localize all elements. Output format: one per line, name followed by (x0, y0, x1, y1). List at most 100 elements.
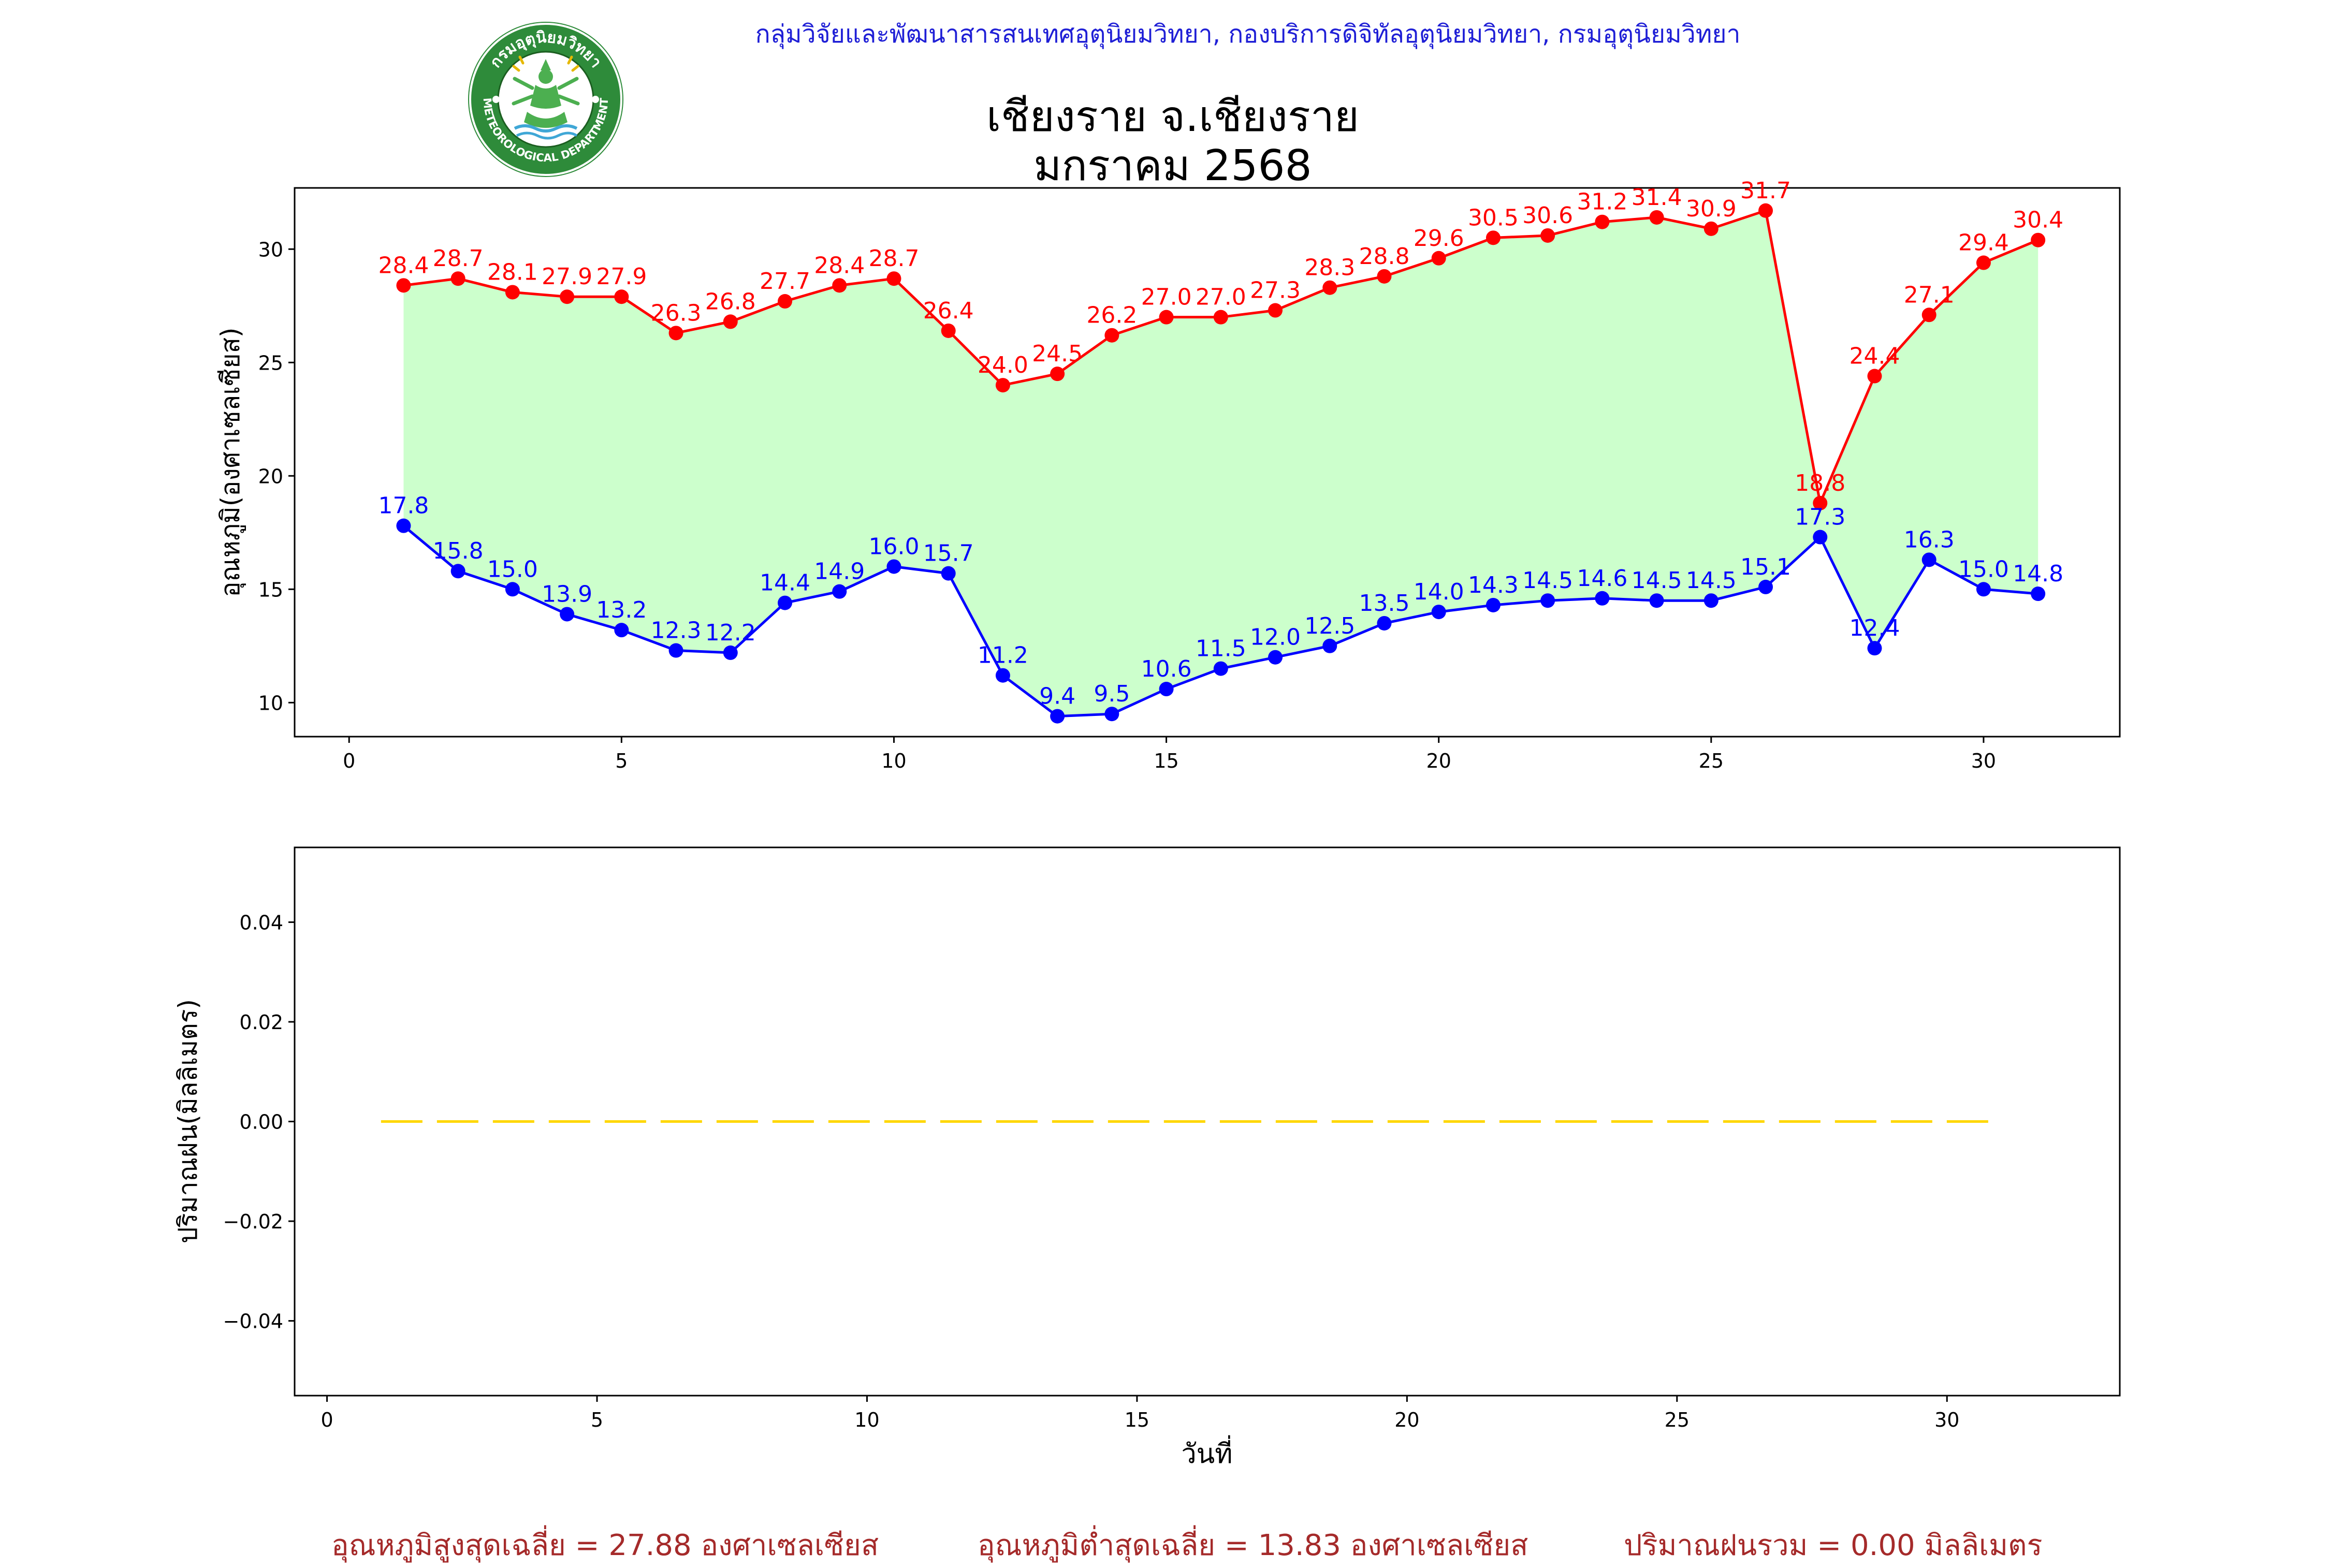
max-temperature-point (614, 289, 629, 304)
y-tick-label: 10 (258, 692, 283, 714)
min-temperature-label: 16.0 (868, 533, 919, 560)
min-temperature-label: 10.6 (1141, 656, 1192, 682)
min-temperature-point (941, 566, 956, 581)
min-temperature-point (614, 623, 629, 638)
min-temperature-label: 9.4 (1039, 683, 1075, 710)
temperature-fill-area (403, 210, 2038, 716)
min-temperature-label: 16.3 (1904, 526, 1955, 553)
min-temperature-label: 11.2 (978, 642, 1028, 669)
max-temperature-point (1268, 303, 1283, 318)
y-tick-label: 0.02 (239, 1011, 283, 1034)
max-temperature-point (1431, 251, 1446, 266)
max-temperature-point (1050, 367, 1065, 382)
min-temperature-label: 12.0 (1250, 624, 1301, 651)
y-tick-label: 0.04 (239, 911, 283, 934)
min-temperature-point (396, 518, 411, 533)
min-temperature-point (995, 668, 1010, 683)
min-temperature-point (505, 582, 520, 597)
min-temperature-point (1976, 582, 1991, 597)
min-temperature-point (1486, 597, 1501, 612)
max-temperature-point (778, 294, 793, 309)
temperature-points (396, 203, 2046, 724)
min-temperature-label: 12.5 (1304, 613, 1355, 639)
max-temperature-label: 29.4 (1958, 230, 2009, 256)
summary-avg-max: อุณหภูมิสูงสุดเฉลี่ย = 27.88 องศาเซลเซีย… (331, 1529, 879, 1562)
x-tick-label: 15 (1125, 1409, 1149, 1431)
min-temperature-label: 14.5 (1522, 567, 1573, 594)
max-temperature-label: 29.6 (1414, 225, 1464, 252)
max-temperature-label: 28.7 (868, 245, 919, 272)
max-temperature-point (396, 278, 411, 293)
min-temperature-label: 14.8 (2013, 561, 2063, 587)
x-tick-label: 0 (321, 1409, 333, 1431)
min-temperature-point (1159, 682, 1174, 697)
min-temperature-point (560, 607, 575, 622)
min-temperature-point (1595, 591, 1610, 606)
max-temperature-label: 31.7 (1740, 178, 1791, 204)
rainfall-y-axis: 0.04 0.02 0.00 −0.02 −0.04 (223, 911, 295, 1333)
y-tick-label: 20 (258, 465, 283, 488)
x-tick-label: 15 (1154, 750, 1178, 772)
max-temperature-point (1540, 228, 1555, 243)
rainfall-x-axis-label: วันที่ (1181, 1435, 1232, 1470)
x-tick-label: 30 (1971, 750, 1996, 772)
min-temperature-point (1268, 650, 1283, 665)
min-temperature-label: 13.2 (596, 597, 647, 623)
max-temperature-point (668, 326, 683, 341)
max-temperature-label: 30.9 (1686, 196, 1737, 222)
max-temperature-point (832, 278, 847, 293)
min-temperature-label: 14.6 (1577, 565, 1627, 592)
min-temperature-point (1813, 530, 1828, 545)
min-temperature-point (1104, 707, 1119, 722)
max-temperature-label: 27.9 (542, 263, 592, 290)
min-temperature-point (1540, 593, 1555, 608)
max-temperature-point (995, 378, 1010, 393)
min-temperature-point (668, 643, 683, 658)
min-temperature-label: 15.0 (1958, 556, 2009, 582)
x-tick-label: 5 (615, 750, 628, 772)
summary-avg-min: อุณหภูมิต่ำสุดเฉลี่ย = 13.83 องศาเซลเซีย… (978, 1529, 1528, 1562)
min-temperature-label: 14.5 (1632, 567, 1682, 594)
chart-title-station: เชียงราย จ.เชียงราย (986, 92, 1359, 141)
x-tick-label: 30 (1934, 1409, 1959, 1431)
min-temperature-point (778, 595, 793, 610)
x-tick-label: 0 (343, 750, 355, 772)
min-temperature-point (1213, 661, 1228, 676)
max-temperature-label: 27.7 (760, 268, 810, 295)
max-temperature-label: 28.1 (487, 259, 538, 285)
temperature-y-axis-label: อุณหภูมิ(องศาเซลเซียส) (215, 327, 246, 597)
y-tick-label: −0.04 (223, 1310, 283, 1333)
max-temperature-point (1921, 307, 1936, 323)
max-temperature-point (1486, 230, 1501, 245)
max-temperature-point (941, 323, 956, 338)
x-tick-label: 10 (854, 1409, 879, 1431)
max-temperature-label: 27.9 (596, 263, 647, 290)
min-temperature-label: 9.5 (1094, 681, 1130, 707)
x-tick-label: 25 (1699, 750, 1724, 772)
rainfall-x-axis: 0 5 10 15 20 25 30 (321, 1396, 1959, 1431)
max-temperature-point (1703, 221, 1719, 236)
max-temperature-label: 28.7 (433, 245, 484, 272)
max-temperature-label: 26.8 (705, 288, 756, 315)
min-temperature-label: 12.2 (705, 620, 756, 646)
min-temperature-point (1322, 638, 1337, 653)
y-tick-label: 15 (258, 578, 283, 601)
x-tick-label: 20 (1426, 750, 1451, 772)
min-temperature-label: 14.9 (814, 559, 865, 585)
min-temperature-point (1649, 593, 1664, 608)
agency-name: กลุ่มวิจัยและพัฒนาสารสนเทศอุตุนิยมวิทยา,… (755, 20, 1741, 49)
max-temperature-label: 26.3 (651, 300, 702, 326)
max-temperature-label: 28.8 (1359, 243, 1409, 270)
max-temperature-label: 31.4 (1632, 184, 1682, 211)
max-temperature-point (505, 285, 520, 300)
y-tick-label: 25 (258, 351, 283, 374)
min-temperature-label: 12.4 (1850, 615, 1900, 641)
y-tick-label: −0.02 (223, 1210, 283, 1233)
max-temperature-point (1867, 369, 1882, 384)
min-temperature-point (450, 564, 465, 579)
min-temperature-label: 14.4 (760, 570, 810, 596)
max-temperature-label: 30.4 (2013, 207, 2063, 233)
x-tick-label: 25 (1665, 1409, 1690, 1431)
max-temperature-point (1322, 280, 1337, 295)
